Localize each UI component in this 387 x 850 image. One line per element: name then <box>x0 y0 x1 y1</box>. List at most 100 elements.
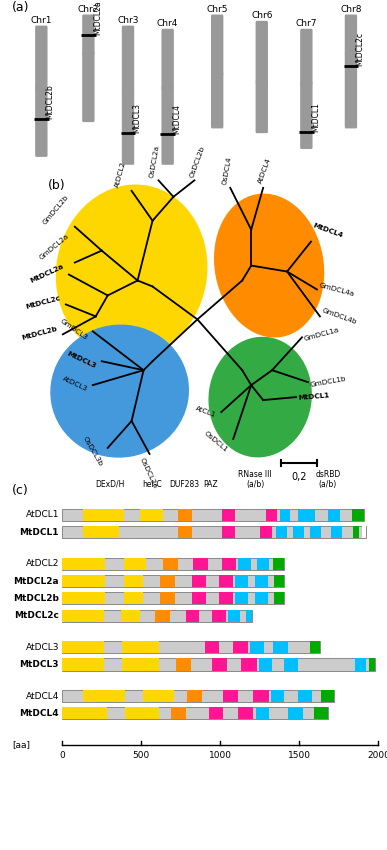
Bar <box>280 509 290 521</box>
FancyBboxPatch shape <box>304 77 309 89</box>
Bar <box>62 558 284 570</box>
Bar <box>238 558 251 570</box>
Text: GmDCL4b: GmDCL4b <box>322 308 358 326</box>
FancyBboxPatch shape <box>215 68 220 80</box>
FancyBboxPatch shape <box>161 87 174 165</box>
Text: AtDCL2: AtDCL2 <box>114 160 127 188</box>
Bar <box>322 690 334 702</box>
Text: MtDCL4: MtDCL4 <box>19 709 59 718</box>
Text: hel-C: hel-C <box>142 480 162 489</box>
Bar <box>62 641 320 654</box>
Text: Chr5: Chr5 <box>206 5 228 14</box>
Text: OsDCL4: OsDCL4 <box>222 156 233 184</box>
Bar <box>212 659 227 671</box>
Text: 0: 0 <box>59 751 65 760</box>
Text: DExD/H: DExD/H <box>95 480 124 489</box>
Bar <box>222 509 235 521</box>
Bar <box>62 592 284 604</box>
Bar <box>62 707 328 719</box>
Bar <box>62 609 104 621</box>
Bar <box>222 558 236 570</box>
FancyBboxPatch shape <box>345 52 357 128</box>
Bar <box>62 641 104 654</box>
Bar <box>255 592 268 604</box>
Text: Chr6: Chr6 <box>251 11 272 20</box>
Bar <box>257 558 269 570</box>
Text: Chr4: Chr4 <box>157 19 178 28</box>
Bar <box>192 575 206 587</box>
Bar <box>222 526 235 538</box>
Text: MtDCL1: MtDCL1 <box>311 102 320 132</box>
Text: (a): (a) <box>12 1 29 14</box>
Bar <box>62 526 366 538</box>
FancyBboxPatch shape <box>125 85 130 97</box>
Text: OsDCL2b: OsDCL2b <box>189 145 206 178</box>
Ellipse shape <box>215 195 324 337</box>
Text: AtDCL4: AtDCL4 <box>257 157 272 184</box>
FancyBboxPatch shape <box>255 21 268 83</box>
Bar <box>298 690 312 702</box>
Bar <box>62 659 375 671</box>
Text: 0,2: 0,2 <box>291 472 307 482</box>
Bar <box>314 707 328 719</box>
Bar <box>354 659 366 671</box>
Bar <box>353 526 360 538</box>
Bar <box>310 526 322 538</box>
Text: Chr2: Chr2 <box>78 5 99 14</box>
Text: MtDCL4: MtDCL4 <box>312 222 344 239</box>
FancyBboxPatch shape <box>82 14 94 55</box>
Bar <box>362 526 366 538</box>
Text: GmDCL3: GmDCL3 <box>59 318 88 342</box>
Text: Chr1: Chr1 <box>31 16 52 25</box>
Bar <box>298 509 315 521</box>
Text: MtDCL2b: MtDCL2b <box>21 326 58 341</box>
Bar <box>205 641 219 654</box>
Bar <box>219 592 233 604</box>
Bar <box>62 707 107 719</box>
Text: MtDCL2c: MtDCL2c <box>25 296 62 310</box>
Ellipse shape <box>51 326 188 457</box>
Bar <box>62 575 105 587</box>
Text: GmDCL1b: GmDCL1b <box>310 376 346 388</box>
Text: OsDCL3b: OsDCL3b <box>81 435 103 467</box>
Text: 1500: 1500 <box>288 751 311 760</box>
Bar <box>62 659 104 671</box>
Bar <box>192 592 206 604</box>
Text: MtDCL2a: MtDCL2a <box>29 263 64 283</box>
FancyBboxPatch shape <box>161 29 174 89</box>
Text: (b): (b) <box>48 178 65 192</box>
FancyBboxPatch shape <box>122 89 134 165</box>
Text: OsDCL3a: OsDCL3a <box>138 457 158 490</box>
Text: AtDCL1: AtDCL1 <box>26 510 59 519</box>
Bar <box>273 641 288 654</box>
Text: AtDCL4: AtDCL4 <box>26 692 59 700</box>
Bar <box>284 659 298 671</box>
Bar <box>259 659 272 671</box>
FancyBboxPatch shape <box>345 14 357 55</box>
FancyBboxPatch shape <box>35 87 48 157</box>
Bar <box>255 575 268 587</box>
Text: MtDCL3: MtDCL3 <box>132 103 141 133</box>
Text: 2000: 2000 <box>367 751 387 760</box>
Text: MtDCL3: MtDCL3 <box>19 660 59 669</box>
Bar <box>143 690 175 702</box>
Bar <box>83 509 124 521</box>
Text: MtDCL2c: MtDCL2c <box>355 32 364 66</box>
Bar <box>160 592 175 604</box>
FancyBboxPatch shape <box>259 76 264 88</box>
Bar <box>185 609 199 621</box>
Bar <box>310 641 320 654</box>
Text: MtDCL1: MtDCL1 <box>19 528 59 536</box>
Bar <box>219 575 233 587</box>
Bar <box>62 690 334 702</box>
Text: MtDCL4: MtDCL4 <box>172 104 181 133</box>
Text: PAZ: PAZ <box>204 480 218 489</box>
FancyBboxPatch shape <box>39 82 44 94</box>
Bar <box>124 558 146 570</box>
Text: MtDCL2a: MtDCL2a <box>14 576 59 586</box>
Bar <box>369 659 375 671</box>
Bar <box>228 609 240 621</box>
Bar <box>246 609 252 621</box>
Text: OsDCL1: OsDCL1 <box>203 430 229 453</box>
Text: MtDCL2c: MtDCL2c <box>14 611 59 620</box>
